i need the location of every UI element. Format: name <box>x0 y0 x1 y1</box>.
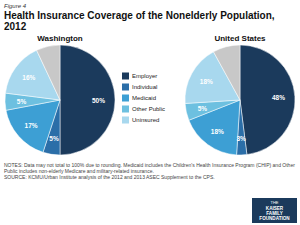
logo: THEKAISERFAMILYFOUNDATION <box>252 198 297 223</box>
data-label: 48% <box>272 94 285 101</box>
pie-slice <box>240 45 295 155</box>
legend-swatch <box>122 117 129 124</box>
data-label: 5% <box>198 105 208 112</box>
legend-swatch <box>122 106 129 113</box>
data-label: 18% <box>211 128 224 135</box>
subtitle: United States <box>214 34 266 43</box>
data-label: 18% <box>200 78 213 85</box>
data-label: 50% <box>92 97 105 104</box>
pie: 48% 3% 18% 5% 18% <box>185 45 295 155</box>
title: Health Insurance Coverage of the Nonelde… <box>4 10 275 32</box>
figure-label: Figure 4 <box>4 3 27 9</box>
subtitle: Washington <box>37 34 83 43</box>
legend-entry: Employer <box>132 73 157 79</box>
pie: 50% 5% 17% 5% 16% <box>5 45 115 155</box>
logo-box <box>252 198 297 223</box>
pie-slice <box>37 45 60 100</box>
legend-entry: Individual <box>132 84 157 90</box>
logo-text: THE <box>271 200 279 205</box>
legend-swatch <box>122 84 129 91</box>
data-label: 5% <box>49 135 59 142</box>
data-label: 16% <box>22 74 35 81</box>
legend-entry: Medicaid <box>132 95 156 101</box>
legend-swatch <box>122 95 129 102</box>
notes: NOTES: Data may not total to 100% due to… <box>4 162 295 180</box>
legend-entry: Uninsured <box>132 117 159 123</box>
legend-swatch <box>122 73 129 80</box>
chart: Figure 4Health Insurance Coverage of the… <box>0 0 300 225</box>
legend: Employer Individual Medicaid Other Public Un… <box>122 73 165 124</box>
pie-slice <box>214 45 240 100</box>
data-label: 5% <box>17 98 27 105</box>
logo-text: KAISERFAMILYFOUNDATION <box>259 206 290 221</box>
data-label: 3% <box>237 135 247 142</box>
pie-slice <box>60 45 115 155</box>
legend-entry: Other Public <box>132 106 165 112</box>
data-label: 17% <box>25 122 38 129</box>
